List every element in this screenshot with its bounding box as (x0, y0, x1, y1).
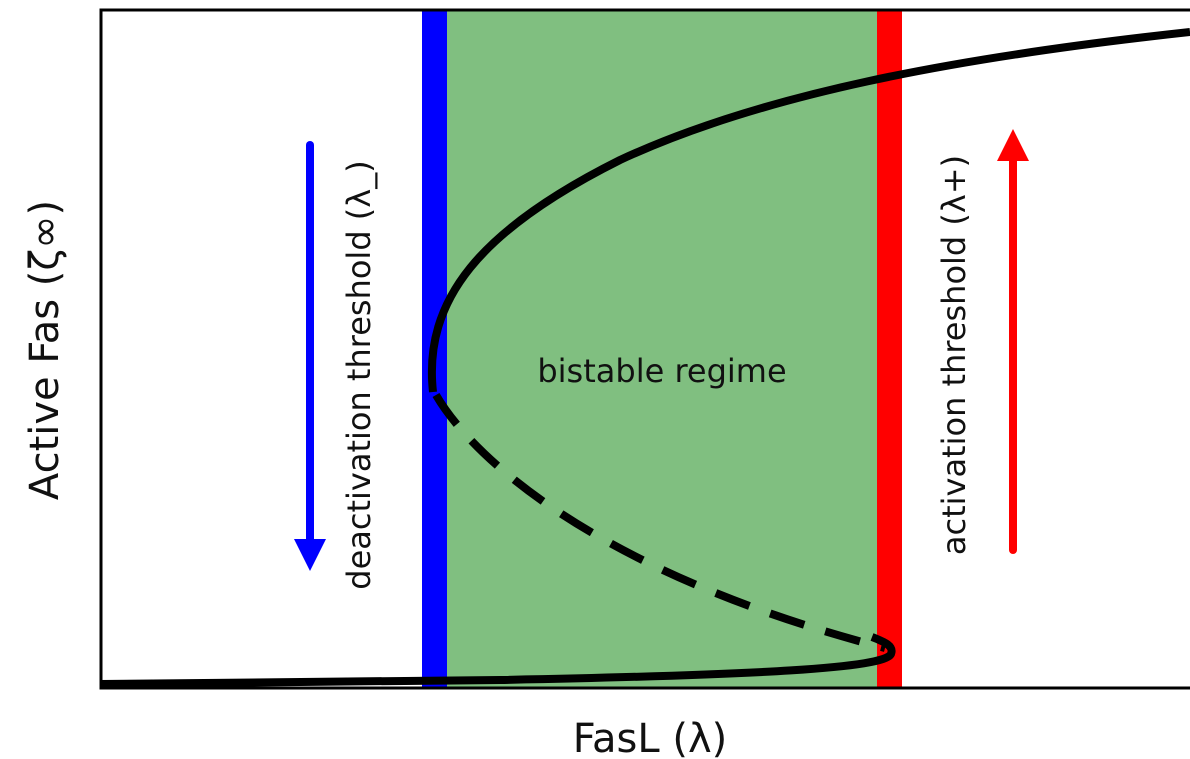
upper-branch (427, 28, 1190, 393)
activation-line (877, 10, 902, 688)
lower-branch (100, 633, 896, 688)
bistable-band (447, 10, 877, 688)
activation-label: activation threshold (λ+) (935, 155, 973, 555)
deactivation-label: deactivation threshold (λ_) (340, 160, 378, 589)
x-axis-label: FasL (λ) (573, 716, 728, 759)
y-axis-label: Active Fas (ζ∞) (22, 200, 68, 500)
plot-frame (99, 8, 1190, 690)
unstable-branch (432, 392, 886, 652)
region-label: bistable regime (537, 352, 786, 390)
